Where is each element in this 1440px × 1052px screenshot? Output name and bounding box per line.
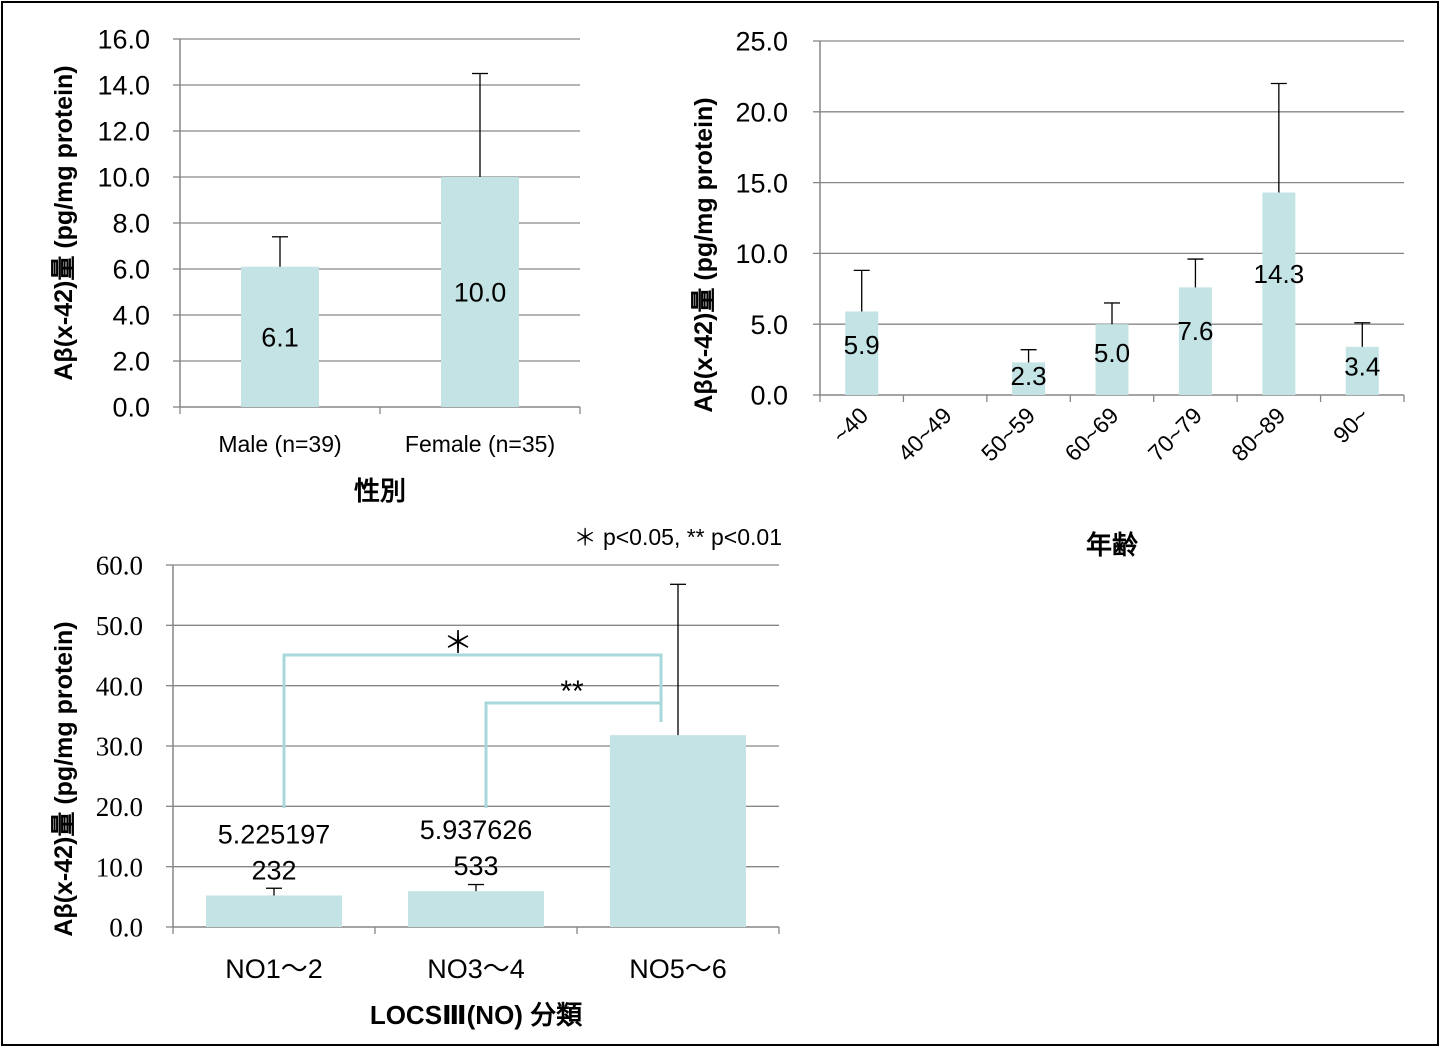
x-tick-label: 40~49 bbox=[893, 402, 957, 466]
bar bbox=[1262, 192, 1296, 395]
y-tick-label: 20.0 bbox=[96, 792, 143, 822]
y-tick-label: 10.0 bbox=[735, 239, 788, 269]
y-axis-title: Aβ(x-42)量 (pg/mg protein) bbox=[50, 621, 78, 936]
data-label: 14.3 bbox=[1254, 259, 1305, 289]
y-tick-label: 40.0 bbox=[96, 671, 143, 701]
chart-1: 0.0 2.0 4.0 6.0 8.0 10.0 12.0 14.0 16.0 6.1 10.0 Ma… bbox=[50, 25, 581, 506]
bar bbox=[206, 895, 342, 927]
bar bbox=[408, 891, 544, 927]
bar bbox=[241, 266, 319, 407]
y-tick-label: 5.0 bbox=[750, 310, 788, 340]
x-tick-label: 80~89 bbox=[1226, 402, 1290, 466]
data-label: 10.0 bbox=[454, 278, 507, 308]
data-label: 533 bbox=[453, 851, 498, 881]
data-label: 2.3 bbox=[1010, 361, 1046, 391]
y-tick-label: 4.0 bbox=[112, 301, 150, 331]
x-tick-label: NO3～4 bbox=[427, 954, 525, 984]
x-axis-title: 年齢 bbox=[1086, 530, 1139, 560]
x-tick-label: 70~79 bbox=[1143, 402, 1207, 466]
data-label: 6.1 bbox=[261, 323, 299, 353]
y-tick-label: 12.0 bbox=[97, 117, 150, 147]
data-label: 7.6 bbox=[1177, 316, 1213, 346]
x-tick-label: Male (n=39) bbox=[218, 431, 341, 457]
x-tick-label: 90~ bbox=[1328, 402, 1374, 448]
y-tick-label: 8.0 bbox=[112, 209, 150, 239]
y-tick-label: 60.0 bbox=[96, 551, 143, 581]
y-tick-label: 50.0 bbox=[96, 611, 143, 641]
y-tick-label: 6.0 bbox=[112, 255, 150, 285]
data-label: 5.9 bbox=[844, 330, 880, 360]
y-tick-label: 0.0 bbox=[109, 913, 143, 943]
significance-label: ** bbox=[560, 675, 584, 708]
significance-bracket bbox=[484, 701, 663, 808]
y-tick-label: 10.0 bbox=[96, 852, 143, 882]
y-tick-label: 16.0 bbox=[97, 25, 150, 55]
x-axis-title: 性別 bbox=[354, 476, 406, 506]
y-tick-label: 30.0 bbox=[96, 732, 143, 762]
x-tick-label: NO1～2 bbox=[225, 954, 323, 984]
y-tick-label: 15.0 bbox=[735, 168, 788, 198]
chart-3: 0.0 10.0 20.0 30.0 40.0 50.0 60.0 5.225197 232 5.… bbox=[50, 524, 782, 1030]
data-label: 5.0 bbox=[1094, 338, 1130, 368]
bar bbox=[1012, 362, 1046, 395]
data-label: 5.225197 bbox=[218, 819, 331, 849]
significance-note: ＊ p<0.05, ** p<0.01 bbox=[574, 524, 782, 550]
bar bbox=[1095, 324, 1129, 395]
x-tick-label: 60~69 bbox=[1059, 402, 1123, 466]
y-tick-label: 25.0 bbox=[735, 27, 788, 57]
y-tick-label: 10.0 bbox=[97, 163, 150, 193]
chart-2: 0.0 5.0 10.0 15.0 20.0 25.0 5.9 2.3 5.0 7.6 14.3 3.… bbox=[690, 27, 1405, 560]
y-axis-title: Aβ(x-42)量 (pg/mg protein) bbox=[50, 65, 78, 380]
bar bbox=[1178, 287, 1212, 395]
y-axis-title: Aβ(x-42)量 (pg/mg protein) bbox=[690, 97, 718, 412]
data-label: 3.4 bbox=[1344, 351, 1380, 381]
data-label: 232 bbox=[251, 855, 296, 885]
bar bbox=[441, 177, 519, 407]
data-label: 5.937626 bbox=[420, 815, 533, 845]
x-tick-label: 50~59 bbox=[976, 402, 1040, 466]
significance-label: ＊ bbox=[443, 627, 473, 660]
y-tick-label: 14.0 bbox=[97, 71, 150, 101]
x-tick-label: ~40 bbox=[827, 402, 873, 448]
significance-bracket bbox=[282, 653, 663, 808]
bar bbox=[1345, 346, 1379, 395]
x-tick-label: NO5～6 bbox=[629, 954, 727, 984]
x-axis-title: LOCSⅢ(NO) 分類 bbox=[370, 1000, 583, 1030]
y-tick-label: 0.0 bbox=[750, 381, 788, 411]
y-tick-label: 2.0 bbox=[112, 347, 150, 377]
y-tick-label: 0.0 bbox=[112, 393, 150, 423]
x-tick-label: Female (n=35) bbox=[405, 431, 555, 457]
y-tick-label: 20.0 bbox=[735, 98, 788, 128]
bar bbox=[845, 311, 879, 395]
bar bbox=[610, 735, 746, 927]
